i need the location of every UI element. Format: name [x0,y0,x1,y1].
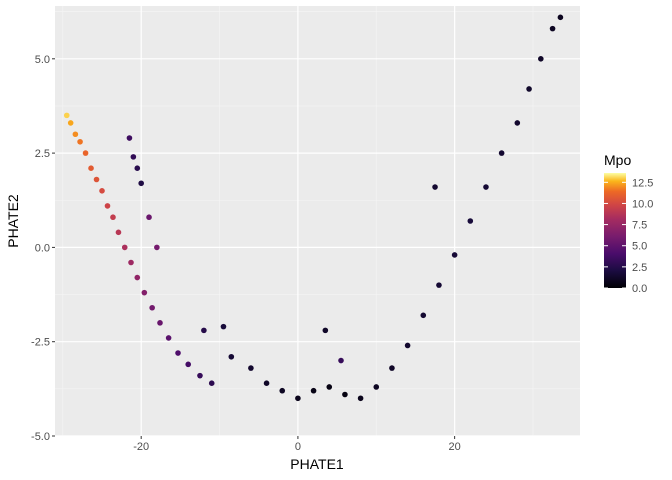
data-point [322,327,329,334]
data-point [451,252,458,258]
data-point [432,184,438,190]
data-point [93,176,100,183]
data-point [134,165,141,171]
x-axis: -20 0 20 [133,436,461,453]
data-point [514,120,521,126]
data-point [77,138,83,145]
colorbar-tick-label: 12.5 [632,177,653,189]
data-point [538,56,544,62]
data-point [201,327,207,334]
data-point [338,357,344,364]
data-point [141,289,148,296]
data-point [373,384,380,390]
data-point [326,384,333,390]
x-tick-label: -20 [133,441,149,453]
data-point [63,112,70,119]
data-point [263,380,270,386]
colorbar-ticks: 0.0 2.5 5.0 7.5 10.0 12.5 [604,177,653,295]
data-point [154,244,160,251]
data-point [310,387,317,394]
y-axis-title: PHATE2 [5,194,21,248]
data-point [357,395,364,402]
x-tick-label: 20 [449,441,461,453]
x-axis-title: PHATE1 [290,456,344,472]
y-tick-label: 0.0 [35,242,50,254]
major-gridlines [55,6,580,437]
data-point [149,304,155,311]
data-point [228,353,235,360]
data-point [197,372,203,379]
data-point [467,218,474,224]
y-tick-label: -2.5 [31,337,50,349]
data-point [128,259,134,266]
data-point [436,282,442,288]
colorbar-tick-label: 7.5 [632,220,647,232]
x-tick-label: 0 [295,441,301,453]
data-point [498,150,505,156]
data-point [157,320,163,326]
data-point [165,335,172,341]
data-point [295,395,301,402]
data-point [526,86,532,92]
y-axis: -5.0 -2.5 0.0 2.5 5.0 [31,54,55,443]
data-point [72,131,79,138]
data-point [67,120,74,126]
data-point [420,312,427,319]
legend-title: Mpo [604,152,631,168]
data-point [115,229,122,236]
data-points [63,14,564,402]
data-point [248,365,254,371]
colorbar-tick-label: 5.0 [632,241,647,253]
data-point [185,361,192,368]
data-point [483,184,489,190]
colorbar-tick-label: 2.5 [632,262,647,274]
data-point [88,165,94,171]
data-point [99,188,105,194]
data-point [220,323,227,330]
data-point [175,350,181,356]
data-point [130,154,137,160]
data-point [146,214,152,221]
colorbar [604,173,626,288]
data-point [82,150,89,156]
data-point [104,203,111,209]
data-point [549,25,556,32]
data-point [138,180,144,187]
data-point [279,387,286,394]
colorbar-tick-label: 0.0 [632,283,647,295]
data-point [134,274,141,281]
data-point [121,244,128,251]
data-point [126,135,133,141]
data-point [342,391,348,398]
data-point [208,380,215,386]
panel-background [55,6,580,436]
data-point [110,214,116,221]
data-point [404,342,411,349]
colorbar-tick-label: 10.0 [632,198,653,210]
y-tick-label: 5.0 [35,54,50,66]
y-tick-label: 2.5 [35,148,50,160]
data-point [557,14,564,21]
data-point [389,365,395,371]
y-tick-label: -5.0 [31,431,50,443]
